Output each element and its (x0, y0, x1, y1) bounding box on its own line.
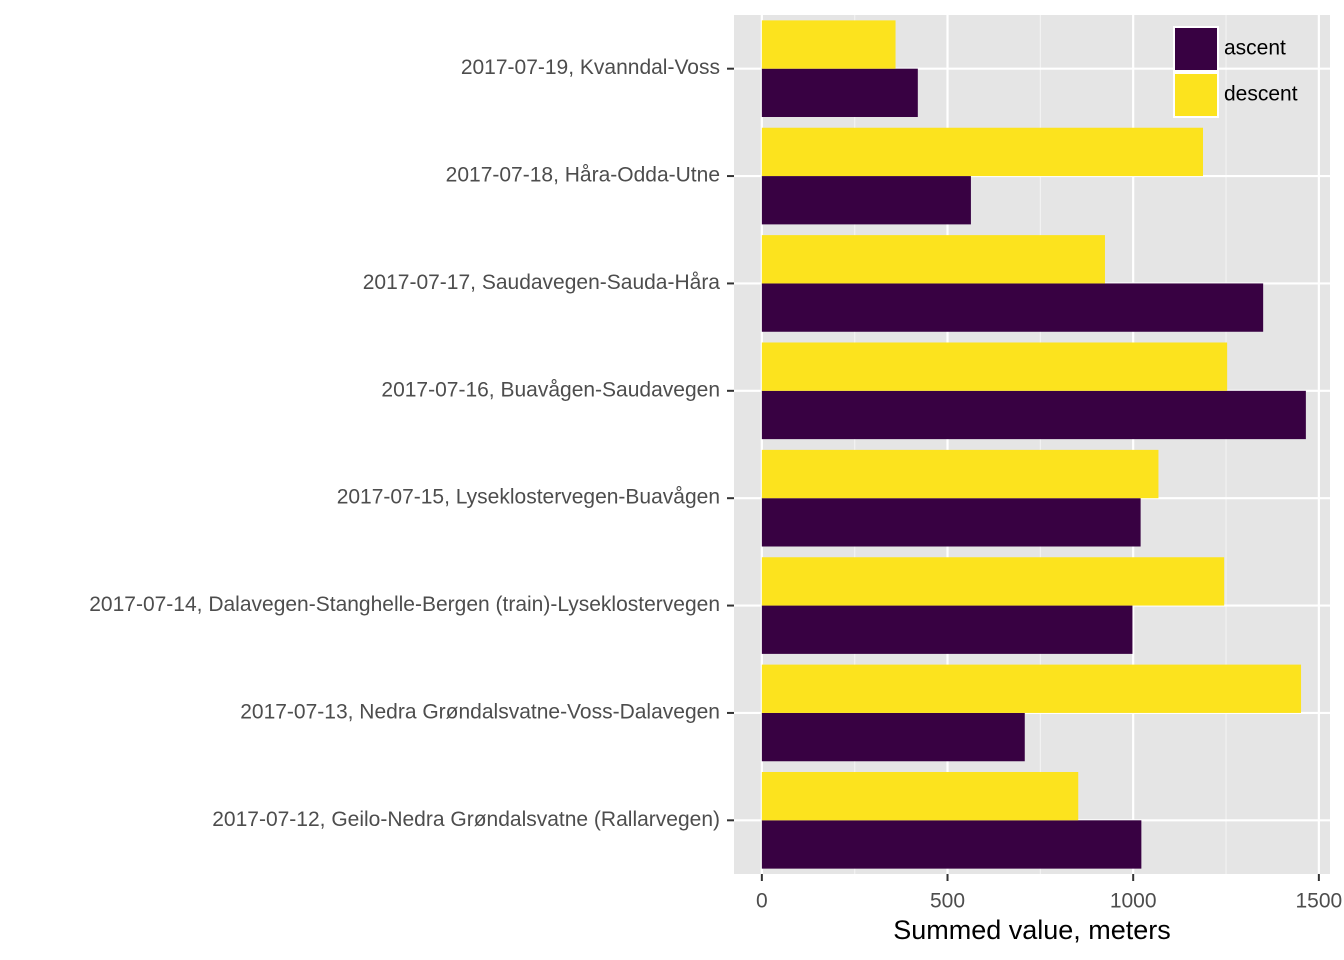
x-tick-label: 1500 (1296, 890, 1343, 913)
y-tick-label: 2017-07-18, Håra-Odda-Utne (446, 164, 720, 187)
bar-ascent (761, 605, 1133, 654)
legend-key-ascent (1173, 26, 1219, 72)
y-tick-label: 2017-07-16, Buavågen-Saudavegen (381, 378, 720, 401)
bar-descent (761, 664, 1302, 713)
legend-label-ascent: ascent (1224, 37, 1286, 60)
bar-descent (761, 449, 1159, 499)
y-tick-label: 2017-07-12, Geilo-Nedra Grøndalsvatne (R… (212, 808, 720, 831)
legend-label-descent: descent (1224, 83, 1298, 106)
x-axis-title: Summed value, meters (893, 915, 1171, 945)
bar-ascent (761, 498, 1141, 547)
bar-descent (761, 342, 1228, 391)
bar-descent (761, 235, 1105, 284)
y-tick-label: 2017-07-14, Dalavegen-Stanghelle-Bergen … (89, 593, 720, 616)
y-tick-label: 2017-07-17, Saudavegen-Sauda-Håra (363, 271, 721, 294)
bar-descent (761, 127, 1204, 177)
x-tick-label: 500 (930, 890, 965, 913)
y-tick-label: 2017-07-19, Kvanndal-Voss (461, 56, 720, 79)
bar-ascent (761, 68, 918, 118)
bar-ascent (761, 390, 1306, 440)
legend-key-descent (1173, 72, 1219, 118)
y-tick-label: 2017-07-13, Nedra Grøndalsvatne-Voss-Dal… (240, 700, 720, 723)
bar-descent (761, 771, 1079, 821)
bar-descent (761, 20, 896, 69)
bar-ascent (761, 283, 1264, 332)
x-tick-label: 0 (756, 890, 768, 913)
bar-descent (761, 557, 1225, 606)
bar-ascent (761, 712, 1025, 762)
bar-ascent (761, 820, 1142, 869)
y-tick-label: 2017-07-15, Lyseklostervegen-Buavågen (337, 486, 720, 509)
x-tick-label: 1000 (1110, 890, 1157, 913)
bar-ascent (761, 176, 971, 225)
